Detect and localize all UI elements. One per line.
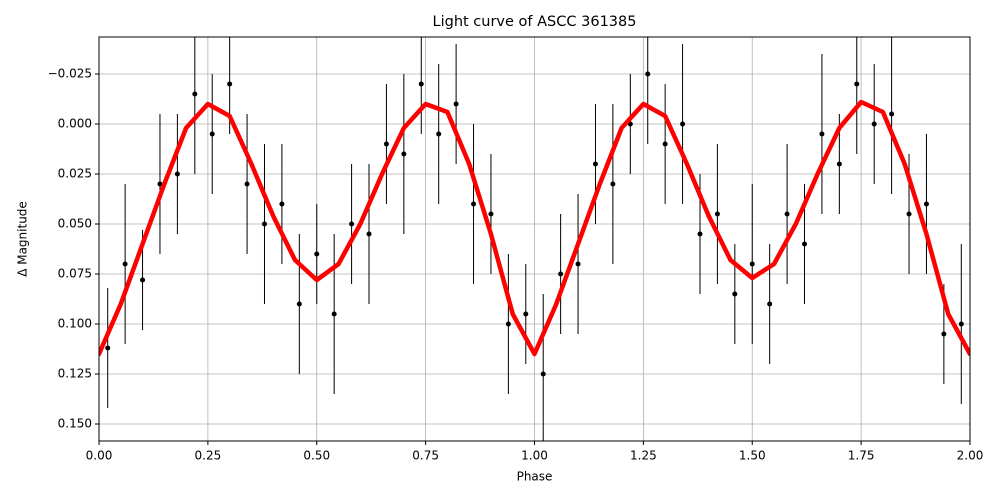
data-point [331,311,337,317]
y-tick-label: 0.100 [58,317,92,331]
x-tick-label: 0.00 [86,449,113,463]
data-point [261,221,267,227]
x-tick-label: 0.75 [412,449,439,463]
data-point [488,211,494,217]
data-point [453,101,459,107]
data-point [105,345,111,351]
x-tick-label: 1.50 [739,449,766,463]
data-point [296,301,302,307]
y-tick-label: 0.000 [58,117,92,131]
x-tick-label: 0.25 [195,449,222,463]
data-point [784,211,790,217]
data-point [697,231,703,237]
y-tick-label: 0.075 [58,267,92,281]
y-tick-label: −0.025 [48,67,92,81]
data-point [366,231,372,237]
y-axis-label: Δ Magnitude [16,201,30,277]
data-point [819,131,825,137]
data-point [227,81,233,87]
data-point [854,81,860,87]
data-point [906,211,912,217]
data-point [314,251,320,257]
data-point [941,331,947,337]
data-layer [99,37,970,441]
x-axis-label: Phase [517,470,553,484]
data-point [889,111,895,117]
data-point [418,81,424,87]
data-point [209,131,215,137]
data-point [592,161,598,167]
data-point [732,291,738,297]
data-point [349,221,355,227]
data-point [871,121,877,127]
binned-curve [99,99,970,357]
data-point [575,261,581,267]
chart-title: Light curve of ASCC 361385 [433,14,637,30]
data-point [174,171,180,177]
data-point [122,261,128,267]
data-point [540,371,546,377]
data-point [279,201,285,207]
data-point [157,181,163,187]
x-tick-label: 2.00 [957,449,984,463]
data-point [923,201,929,207]
x-tick-label: 1.00 [521,449,548,463]
y-tick-label: 0.150 [58,417,92,431]
data-point [610,181,616,187]
y-tick-label: 0.025 [58,167,92,181]
data-point [383,141,389,147]
data-point [749,261,755,267]
data-point [662,141,668,147]
x-tick-label: 0.50 [303,449,330,463]
data-point [767,301,773,307]
data-point [680,121,686,127]
data-point [505,321,511,327]
data-point [645,71,651,77]
y-tick-label: 0.125 [58,367,92,381]
data-point [714,211,720,217]
y-tick-label: 0.050 [58,217,92,231]
data-point [140,277,146,283]
data-point [558,271,564,277]
x-tick-label: 1.75 [848,449,875,463]
data-point [836,161,842,167]
data-point [436,131,442,137]
x-tick-label: 1.25 [630,449,657,463]
data-point [802,241,808,247]
data-point [523,311,529,317]
data-point [958,321,964,327]
data-point [401,151,407,157]
data-point [471,201,477,207]
data-point [192,91,198,97]
data-point [244,181,250,187]
